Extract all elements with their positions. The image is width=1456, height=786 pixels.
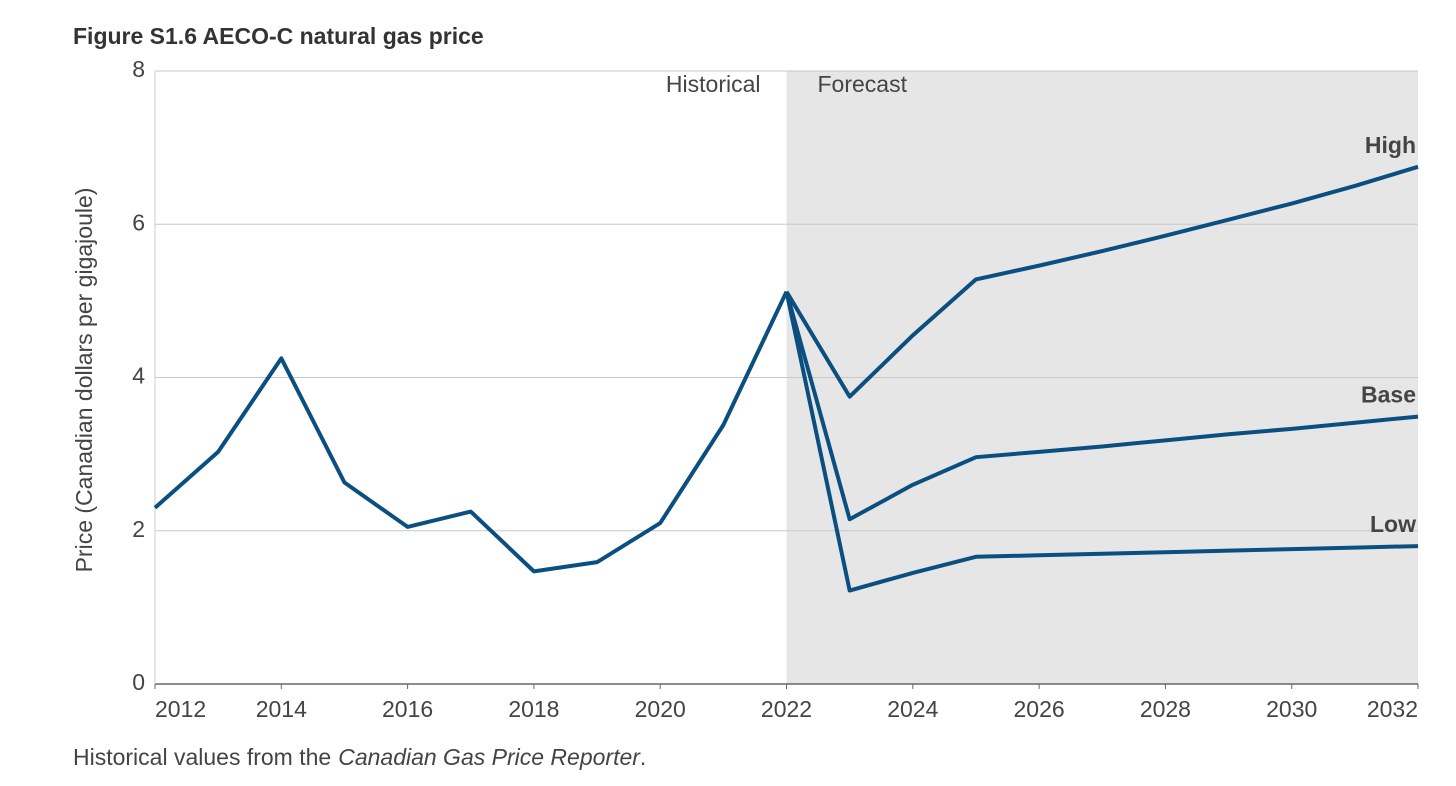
y-axis-label: Price (Canadian dollars per gigajoule): [71, 188, 97, 573]
x-tick-label: 2016: [382, 696, 433, 722]
note-source: Canadian Gas Price Reporter: [338, 744, 641, 770]
series-line: [784, 291, 1419, 522]
series-line: [784, 164, 1419, 399]
y-tick-label: 6: [132, 209, 145, 235]
y-tick-label: 2: [132, 516, 145, 542]
series-label: Low: [1370, 511, 1416, 537]
series-label: High: [1365, 132, 1416, 158]
series-label: Base: [1361, 382, 1416, 408]
x-tick-label: 2032: [1367, 696, 1418, 722]
x-tick-label: 2018: [508, 696, 559, 722]
y-tick-label: 4: [132, 363, 145, 389]
note-text: Historical values from the: [73, 744, 331, 770]
x-tick-label: 2028: [1140, 696, 1191, 722]
series-line: [784, 291, 1419, 593]
x-tick-label: 2022: [761, 696, 812, 722]
x-tick-label: 2012: [155, 696, 206, 722]
note-end: .: [640, 744, 646, 770]
x-tick-label: 2020: [635, 696, 686, 722]
x-tick-label: 2030: [1266, 696, 1317, 722]
chart-title: Figure S1.6 AECO-C natural gas price: [73, 23, 484, 49]
annotation: Forecast: [818, 71, 908, 97]
x-tick-label: 2024: [887, 696, 938, 722]
x-tick-label: 2014: [256, 696, 307, 722]
annotation: Historical: [666, 71, 761, 97]
note: Historical values from the Canadian Gas P…: [73, 744, 646, 770]
x-tick-label: 2026: [1014, 696, 1065, 722]
y-tick-label: 0: [132, 669, 145, 695]
series-line: [153, 290, 789, 574]
y-tick-label: 8: [132, 56, 145, 82]
